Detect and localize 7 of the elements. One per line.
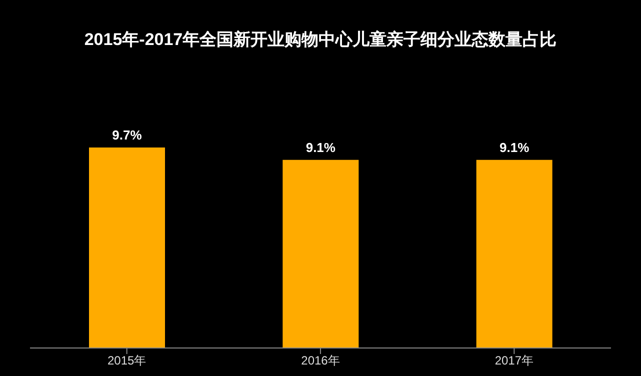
x-tick-label: 2017年 xyxy=(494,354,534,368)
data-label: 9.1% xyxy=(500,140,530,155)
x-tick-label: 2015年 xyxy=(107,354,146,368)
data-label: 9.1% xyxy=(306,140,336,155)
data-label: 9.7% xyxy=(112,128,142,143)
chart-title: 2015年-2017年全国新开业购物中心儿童亲子细分业态数量占比 xyxy=(83,29,558,51)
x-tick-label: 2016年 xyxy=(301,354,340,368)
